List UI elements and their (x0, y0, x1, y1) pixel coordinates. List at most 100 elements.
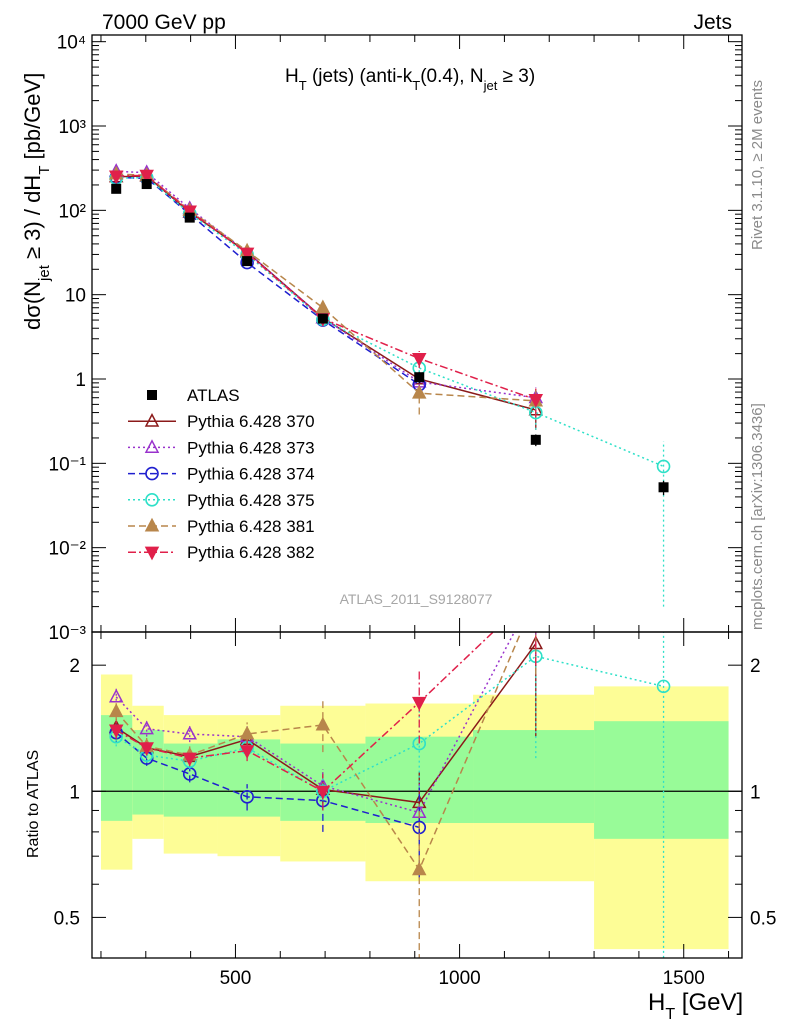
data-point (317, 313, 328, 324)
legend-label: Pythia 6.428 381 (187, 517, 315, 536)
data-point (182, 725, 197, 740)
y-tick-label: 10⁻³ (49, 623, 87, 644)
data-point (414, 372, 425, 383)
data-point (239, 725, 255, 740)
header-right: Jets (693, 11, 732, 34)
data-point (656, 459, 671, 474)
y-tick-label: 1 (75, 370, 86, 391)
header-left: 7000 GeV pp (102, 11, 226, 34)
data-point (182, 205, 197, 220)
y-tick-label: 10⁻² (49, 539, 87, 560)
band-green (473, 730, 595, 824)
legend-item: Pythia 6.428 373 (128, 438, 315, 457)
data-point (108, 724, 124, 739)
series-pythia-6-428-374 (109, 170, 427, 395)
rivet-label: Rivet 3.1.10, ≥ 2M events (749, 80, 766, 250)
x-tick-label: 1000 (438, 968, 480, 989)
data-point (528, 394, 544, 408)
legend-item: Pythia 6.428 370 (128, 412, 315, 431)
data-point (239, 247, 255, 262)
x-tick-label: 1500 (663, 968, 705, 989)
legend-label: Pythia 6.428 375 (187, 491, 315, 510)
data-point (239, 745, 255, 759)
data-point (315, 716, 331, 731)
data-point (315, 785, 331, 800)
data-point (145, 492, 159, 507)
data-point (108, 688, 124, 703)
y-tick-label-right: 0.5 (750, 908, 776, 929)
data-point (240, 790, 254, 804)
y-tick-label: 10⁻¹ (49, 454, 87, 475)
series-line (116, 174, 537, 401)
data-point (530, 591, 542, 602)
series-line (116, 175, 536, 411)
data-point (656, 679, 671, 694)
data-point (139, 720, 154, 735)
data-point (182, 752, 197, 767)
data-point (144, 517, 160, 532)
data-point (141, 179, 152, 190)
ratio-frame (91, 631, 743, 959)
legend-item: Pythia 6.428 382 (128, 543, 315, 562)
data-point (111, 183, 122, 194)
series-atlas (111, 179, 669, 496)
y-tick-label: 10³ (59, 117, 86, 138)
legend-label: Pythia 6.428 374 (187, 465, 315, 484)
legend-label: Pythia 6.428 370 (187, 412, 315, 431)
y-tick-label-right: 1 (750, 782, 761, 803)
data-point (139, 742, 154, 757)
y-tick-label-right: 2 (750, 656, 761, 677)
legend-item: Pythia 6.428 375 (128, 491, 315, 510)
x-axis-label: HT [GeV] (648, 989, 743, 1023)
legend-label: ATLAS (187, 386, 240, 405)
data-point (242, 256, 253, 267)
y-tick-label: 10 (65, 286, 86, 307)
data-point (411, 861, 427, 876)
series-line (116, 173, 536, 402)
data-point (530, 587, 542, 598)
data-point (184, 212, 195, 223)
data-point (145, 466, 159, 481)
data-point (139, 169, 154, 184)
main-panel-series (108, 163, 671, 607)
legend-label: Pythia 6.428 382 (187, 543, 315, 562)
data-point (315, 299, 331, 314)
data-point (147, 390, 157, 400)
data-point (108, 170, 124, 185)
data-point (530, 434, 541, 445)
series-pythia-6-428-381 (108, 165, 544, 418)
legend: ATLAS Pythia 6.428 370 Pythia 6.428 373 Pyt… (128, 386, 315, 562)
data-point (658, 482, 669, 493)
data-point (108, 703, 124, 718)
x-tick-label: 500 (220, 968, 252, 989)
y-tick-label: 10⁴ (57, 33, 86, 54)
ratio-panel-series (108, 585, 671, 958)
data-point (144, 439, 160, 453)
ratio-uncertainty-bands (100, 674, 729, 950)
band-green (594, 721, 729, 839)
data-point (144, 546, 160, 561)
mcplots-label: mcplots.cern.ch [arXiv:1306.3436] (749, 403, 766, 630)
series-line (115, 655, 664, 793)
y-tick-label: 2 (69, 656, 80, 677)
y-tick-label: 0.5 (54, 908, 80, 929)
y-axis-label-main: dσ(Njet ≥ 3) / dHT [pb/GeV] (20, 73, 53, 330)
data-point (411, 384, 427, 399)
legend-item: Pythia 6.428 381 (128, 517, 315, 536)
legend-label: Pythia 6.428 373 (187, 438, 315, 457)
axes: 500 1000 1500 10⁻³ 10⁻² 10⁻¹ 1 10 10² 10³ 10⁴ 0.5 0.… (49, 33, 777, 989)
y-tick-label: 10² (59, 201, 86, 222)
y-axis-label-ratio: Ratio to ATLAS (25, 750, 42, 858)
y-tick-label: 1 (69, 782, 80, 803)
series-pythia-6-428-382 (108, 587, 542, 811)
legend-item: ATLAS (147, 386, 240, 405)
analysis-id: ATLAS_2011_S9128077 (340, 591, 493, 607)
legend-item: Pythia 6.428 374 (128, 465, 315, 484)
data-point (411, 696, 427, 711)
plot-title: HT (jets) (anti-kT(0.4), Njet ≥ 3) (285, 66, 535, 93)
data-point (530, 585, 542, 596)
series-pythia-6-428-382 (108, 169, 544, 418)
data-point (411, 352, 427, 367)
data-point (144, 412, 160, 427)
